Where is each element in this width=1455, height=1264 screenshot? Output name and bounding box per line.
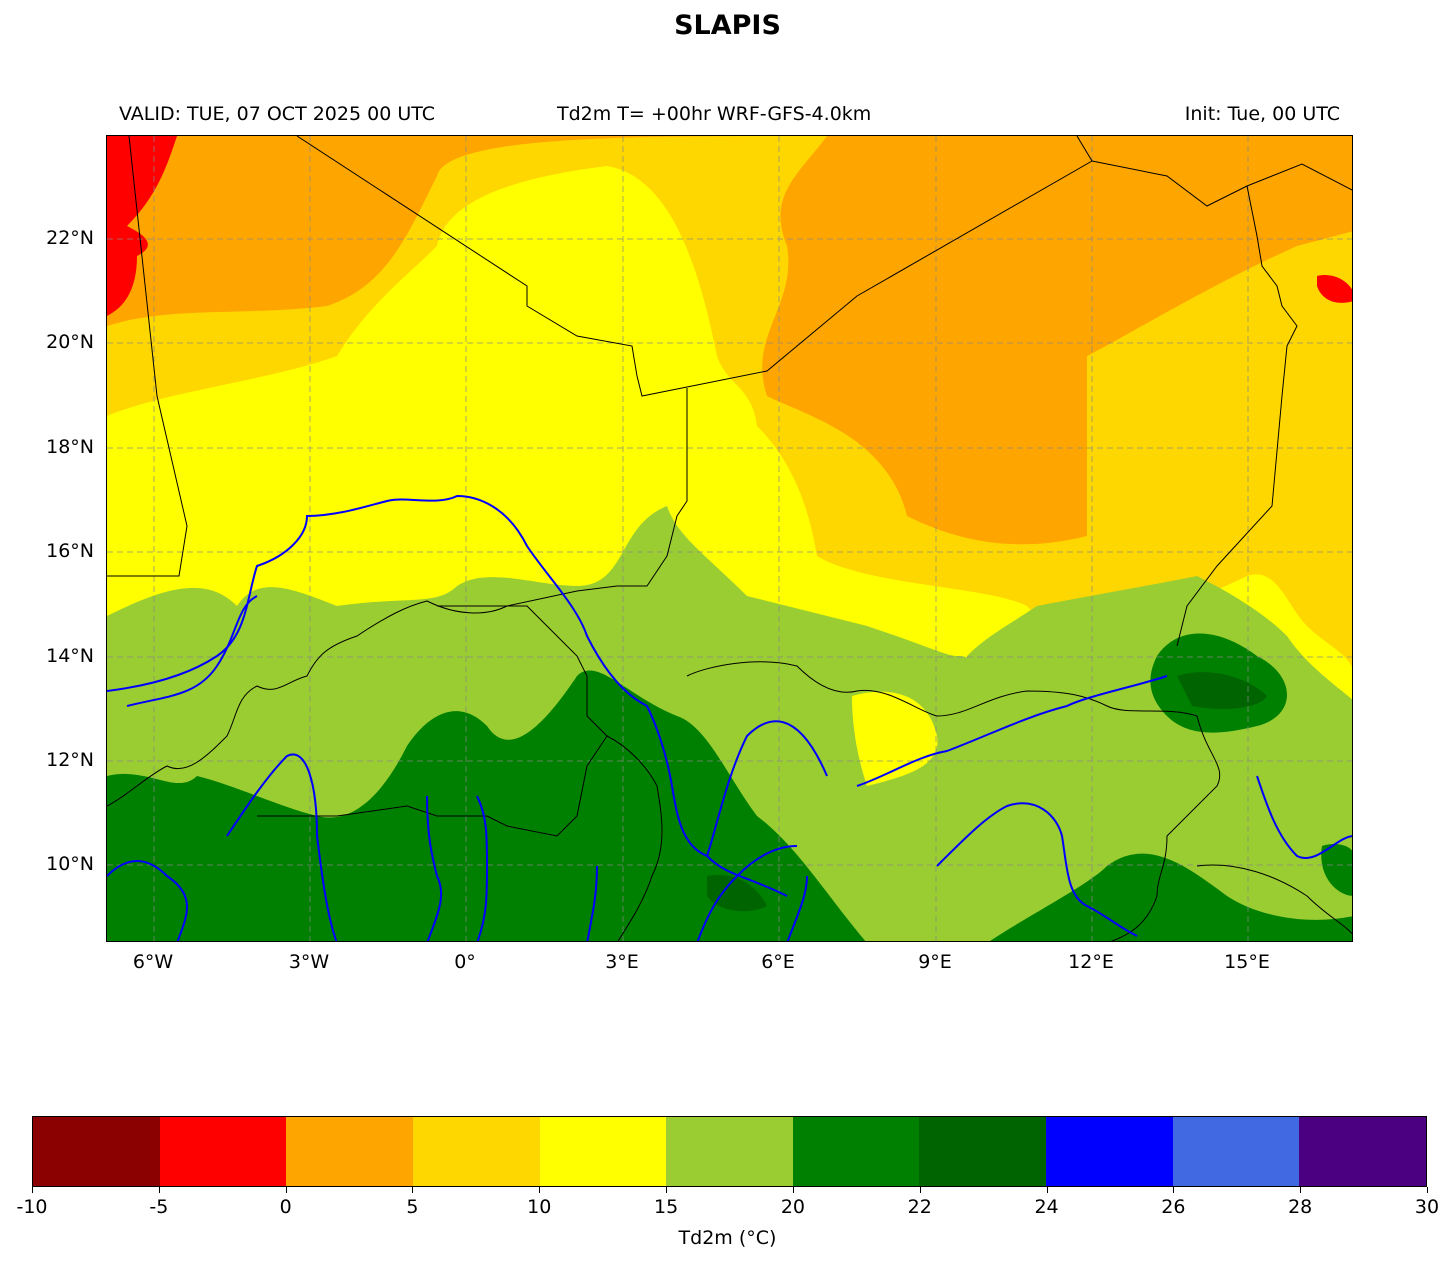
colorbar-segment [1046,1117,1173,1186]
colorbar-tick-mark [1046,1187,1048,1193]
colorbar-segment [412,1117,540,1186]
gridlines [107,136,1352,941]
zone-red-east [1317,275,1352,303]
zone-darkgreen [1177,672,1267,709]
colorbar-segment [1172,1117,1300,1186]
colorbar-tick-label: 30 [1414,1196,1440,1218]
x-tick-label: 3°W [288,951,330,973]
colorbar-tick-label: 15 [653,1196,679,1218]
map-canvas [107,136,1352,941]
colorbar-tick-label: 26 [1161,1196,1186,1218]
x-tick-label: 6°E [761,951,795,973]
colorbar [32,1116,1427,1187]
zone-red-west [107,136,177,316]
valid-time-label: VALID: TUE, 07 OCT 2025 00 UTC [119,103,435,125]
colorbar-tick-label: 20 [780,1196,805,1218]
y-tick-label: 22°N [46,227,94,249]
rivers [107,494,1352,941]
colorbar-tick-mark [539,1187,541,1193]
colorbar-tick-mark [1173,1187,1175,1193]
colorbar-tick-label: -10 [16,1196,48,1218]
colorbar-tick-mark [666,1187,668,1193]
y-tick-label: 20°N [46,331,94,353]
x-tick-label: 0° [454,951,476,973]
zone-darkgreen-s [707,875,767,912]
field-label: Td2m T= +00hr WRF-GFS-4.0km [557,103,872,125]
y-tick-label: 16°N [46,540,94,562]
colorbar-tick-label: -5 [149,1196,169,1218]
init-time-label: Init: Tue, 00 UTC [1184,103,1340,125]
zone-green-se [1321,844,1352,896]
colorbar-tick-mark [1427,1187,1428,1193]
chart-title: SLAPIS [674,10,781,41]
zone-yellow-south [852,691,938,786]
x-tick-label: 6°W [132,951,174,973]
y-tick-label: 18°N [46,436,94,458]
colorbar-segment [539,1117,667,1186]
colorbar-label: Td2m (°C) [678,1227,777,1249]
colorbar-tick-label: 22 [907,1196,932,1218]
colorbar-tick-label: 0 [279,1196,292,1218]
y-tick-label: 12°N [46,749,94,771]
x-tick-label: 9°E [918,951,952,973]
colorbar-segment [159,1117,287,1186]
x-tick-label: 12°E [1068,951,1114,973]
colorbar-tick-mark [158,1187,160,1193]
colorbar-segment [1299,1117,1427,1186]
colorbar-segment [33,1117,160,1186]
zone-green-east [990,853,1352,941]
colorbar-segment [286,1117,413,1186]
colorbar-segment [919,1117,1047,1186]
y-tick-label: 10°N [46,853,94,875]
colorbar-tick-label: 24 [1034,1196,1059,1218]
country-borders [107,136,1352,941]
colorbar-tick-mark [792,1187,794,1193]
colorbar-segment [792,1117,920,1186]
colorbar-tick-mark [1300,1187,1302,1193]
colorbar-tick-label: 5 [406,1196,419,1218]
colorbar-tick-mark [285,1187,287,1193]
x-tick-label: 15°E [1224,951,1270,973]
x-tick-label: 3°E [605,951,639,973]
y-tick-label: 14°N [46,645,94,667]
map-panel [106,135,1353,942]
zone-green [107,670,866,941]
colorbar-segment [666,1117,793,1186]
colorbar-tick-mark [32,1187,33,1193]
colorbar-tick-mark [919,1187,921,1193]
colorbar-tick-label: 10 [527,1196,552,1218]
colorbar-tick-mark [412,1187,414,1193]
colorbar-tick-label: 28 [1288,1196,1313,1218]
